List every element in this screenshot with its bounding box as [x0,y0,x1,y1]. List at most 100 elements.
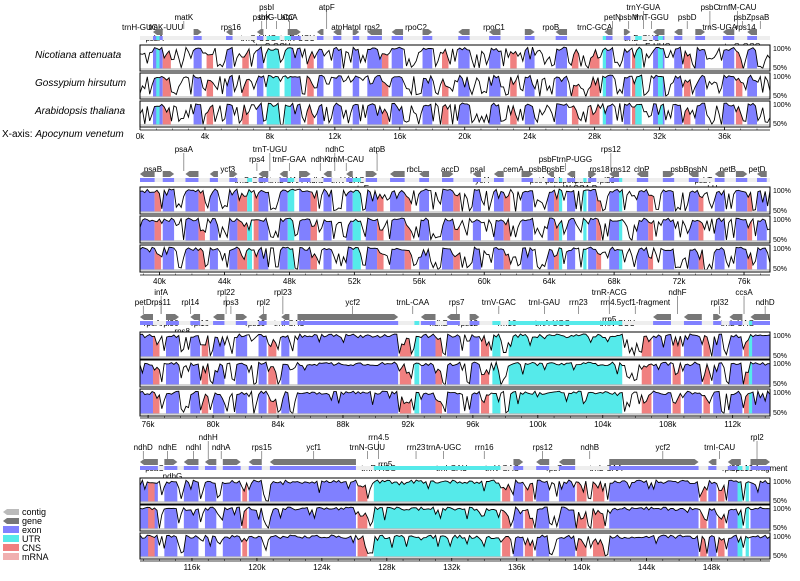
exon-block [256,75,264,97]
gene-arrow [420,314,436,320]
exon-block [609,189,619,212]
legend-swatch [3,544,19,551]
x-tick-label: 132k [443,563,461,572]
exon-block [609,535,699,557]
exon-block [316,75,324,97]
cns-block [683,47,691,69]
exon-block [446,362,460,385]
exon-block [297,362,399,385]
utr-block [748,334,753,357]
exon-block [140,218,155,241]
cns-block [242,480,248,502]
exon-block [536,507,550,529]
x-tick-label: 64k [543,277,557,286]
exon-strip-block [714,178,725,182]
legend-swatch [3,553,19,560]
exon-block [442,247,454,270]
gene-label: rpl14 [181,298,199,307]
cns-block [152,391,160,414]
exon-block [140,247,155,270]
exon-block [446,334,460,357]
exon-block [735,218,748,241]
gene-label: cemA [503,165,524,174]
cns-block [703,391,710,414]
gene-label: ycf1 [306,443,321,452]
utr-block [284,103,292,125]
exon-strip-block [391,36,404,40]
species-track: 100% 50% [139,477,791,505]
cns-block [683,75,691,97]
track-frame [139,504,771,532]
utr-strip-block [602,36,607,40]
exon-strip-block [183,466,199,470]
gene-arrow [662,171,675,177]
identity-curve [139,188,771,213]
utr-block [558,189,563,212]
exon-strip-block [140,178,155,182]
exon-strip-block [609,178,619,182]
exon-strip-block [750,321,770,325]
exon-block [248,480,262,502]
utr-strip-block [558,178,563,182]
track-frame [139,72,771,100]
cns-block [700,507,707,529]
exon-block [609,507,699,529]
exon-block [226,103,233,125]
gene-arrow [391,29,404,35]
exon-block [193,75,202,97]
exon-block [521,247,533,270]
cns-block [237,218,248,241]
utr-block [508,334,623,357]
exon-block [623,47,631,69]
cns-block [201,334,209,357]
gene-arrow [140,459,158,465]
utr-block [352,218,361,241]
identity-mask [140,189,770,212]
exon-block [297,334,399,357]
gene-label: trnA-UGC [426,443,461,452]
cns-block [268,362,277,385]
exon-block [588,189,597,212]
exon-block [185,247,199,270]
utr-strip-block [737,466,743,470]
gene-arrow [489,29,501,35]
utr-block [602,75,607,97]
cns-block [700,535,707,557]
exon-block [164,480,178,502]
gene-arrow [688,171,699,177]
exon-strip-block [222,466,241,470]
gene-arrow [722,29,735,35]
exon-block [323,218,332,241]
gene-label: psaA [175,145,194,154]
utr-strip-block [287,178,295,182]
gene-arrow [287,29,301,35]
cns-block [589,103,600,125]
exon-block [365,189,378,212]
legend-swatch [3,526,19,533]
cns-block [237,247,248,270]
x-tick-label: 20k [458,132,472,141]
exon-strip-block [229,178,238,182]
x-tick-label: 144k [638,563,656,572]
gene-label: atpI [348,23,361,32]
exon-block [747,103,758,125]
exon-block [226,75,233,97]
x-axis-prefix: X-axis: [2,129,35,140]
exon-block [708,507,717,529]
cns-block [554,218,559,241]
exon-block [279,189,288,212]
exon-block [547,218,555,241]
exon-block [588,218,597,241]
cns-block [683,103,691,125]
gene-label: ndhC [325,145,344,154]
utr-strip-block [745,466,749,470]
cns-block [502,480,511,502]
exon-block [688,189,699,212]
gene-label: ndhK [311,155,330,164]
gene-label: trnI-GAU [529,298,561,307]
gene-label: rps12 [611,165,632,174]
exon-block [229,247,238,270]
exon-strip-block [513,466,524,470]
gene-arrow [750,314,770,320]
